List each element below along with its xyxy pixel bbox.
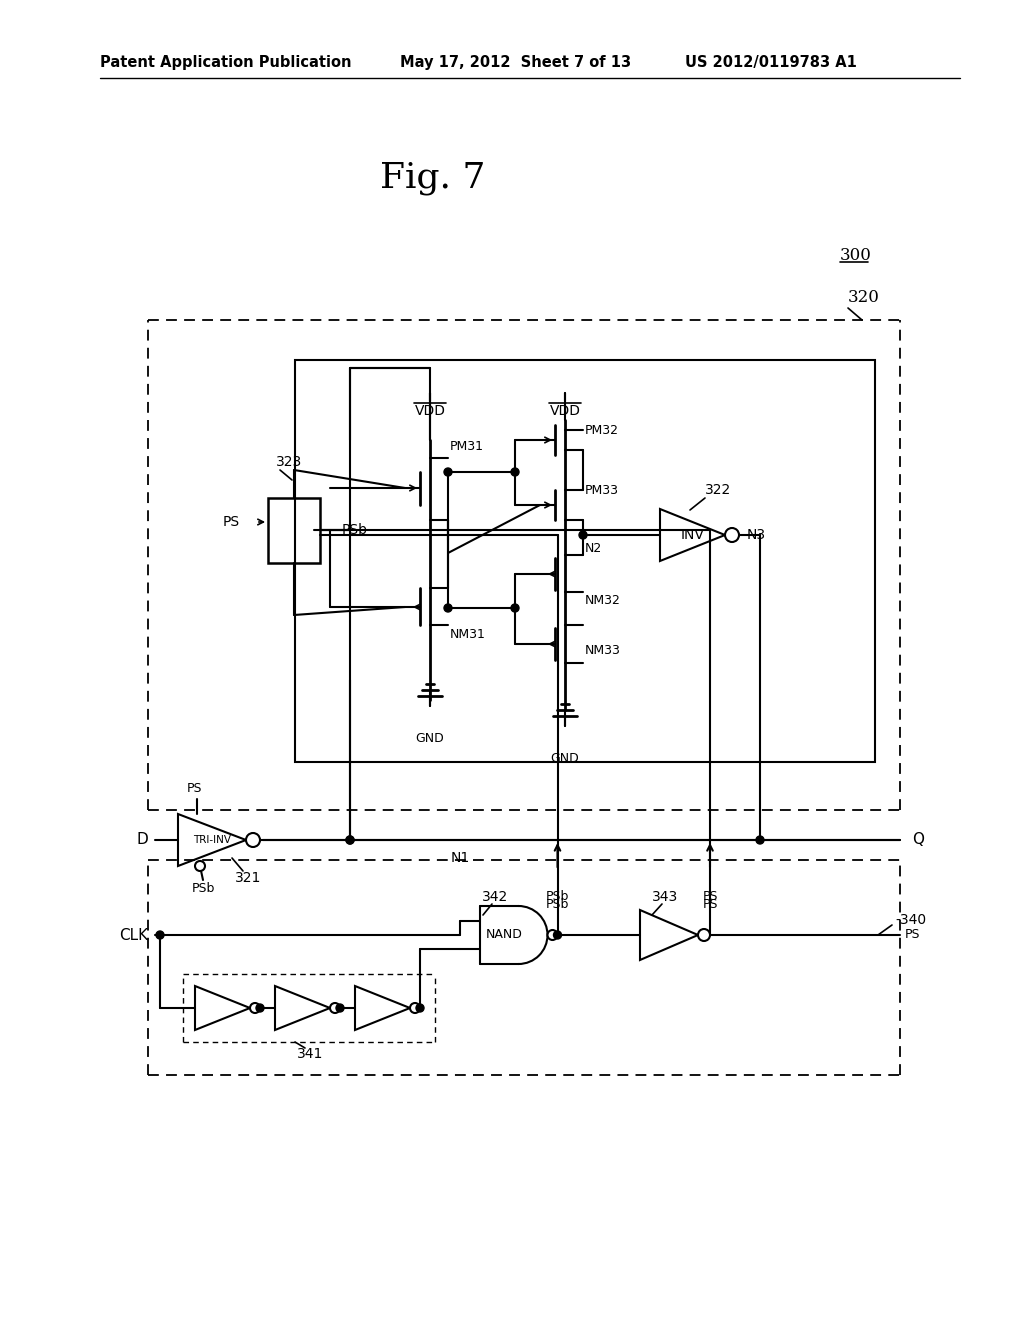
Circle shape (444, 469, 452, 477)
Text: NM32: NM32 (585, 594, 621, 606)
Text: PS: PS (223, 515, 240, 529)
Text: NAND: NAND (486, 928, 523, 941)
Text: Fig. 7: Fig. 7 (380, 161, 485, 195)
Circle shape (511, 605, 519, 612)
Text: 342: 342 (482, 890, 508, 904)
Text: NM33: NM33 (585, 644, 621, 656)
Text: N3: N3 (746, 528, 766, 543)
Text: Q: Q (912, 833, 924, 847)
Text: 343: 343 (652, 890, 678, 904)
Circle shape (410, 1003, 420, 1012)
Text: TRI-INV: TRI-INV (193, 836, 231, 845)
Circle shape (330, 1003, 340, 1012)
Text: GND: GND (551, 751, 580, 764)
Text: 321: 321 (234, 871, 261, 884)
Circle shape (156, 931, 164, 939)
Circle shape (511, 469, 519, 477)
Circle shape (579, 531, 587, 539)
Text: VDD: VDD (550, 404, 581, 418)
Text: N1: N1 (451, 851, 470, 865)
Text: 341: 341 (297, 1047, 324, 1061)
Text: PSb: PSb (342, 523, 368, 537)
Text: VDD: VDD (415, 404, 445, 418)
Circle shape (548, 931, 557, 940)
Text: 320: 320 (848, 289, 880, 306)
Text: PSb: PSb (191, 882, 215, 895)
Circle shape (195, 861, 205, 871)
Circle shape (416, 1005, 424, 1012)
Text: GND: GND (416, 731, 444, 744)
Text: NM31: NM31 (450, 628, 485, 642)
Text: PS: PS (702, 891, 718, 903)
Text: PM31: PM31 (450, 441, 484, 454)
Circle shape (250, 1003, 260, 1012)
Circle shape (346, 836, 354, 843)
Text: 323: 323 (276, 455, 302, 469)
Circle shape (725, 528, 739, 543)
Circle shape (336, 1005, 344, 1012)
Text: -340: -340 (895, 913, 926, 927)
Text: PS: PS (187, 783, 203, 796)
Text: CLK: CLK (119, 928, 148, 942)
Text: 300: 300 (840, 247, 871, 264)
Circle shape (756, 836, 764, 843)
Circle shape (346, 836, 354, 843)
Text: PM33: PM33 (585, 483, 618, 496)
Text: PSb: PSb (546, 899, 569, 912)
Text: INV: INV (681, 528, 705, 543)
Text: PS: PS (905, 928, 921, 941)
Text: PM32: PM32 (585, 424, 618, 437)
Text: PSb: PSb (546, 891, 569, 903)
Text: D: D (136, 833, 148, 847)
Circle shape (554, 931, 561, 939)
Text: PS: PS (702, 899, 718, 912)
Bar (295, 360, 874, 762)
Text: 322: 322 (705, 483, 731, 498)
Circle shape (256, 1005, 264, 1012)
Text: US 2012/0119783 A1: US 2012/0119783 A1 (685, 54, 857, 70)
Circle shape (698, 929, 710, 941)
Circle shape (444, 605, 452, 612)
Text: Patent Application Publication: Patent Application Publication (100, 54, 351, 70)
Circle shape (246, 833, 260, 847)
Text: May 17, 2012  Sheet 7 of 13: May 17, 2012 Sheet 7 of 13 (400, 54, 631, 70)
Bar (268, 498, 319, 562)
Text: N2: N2 (585, 541, 602, 554)
